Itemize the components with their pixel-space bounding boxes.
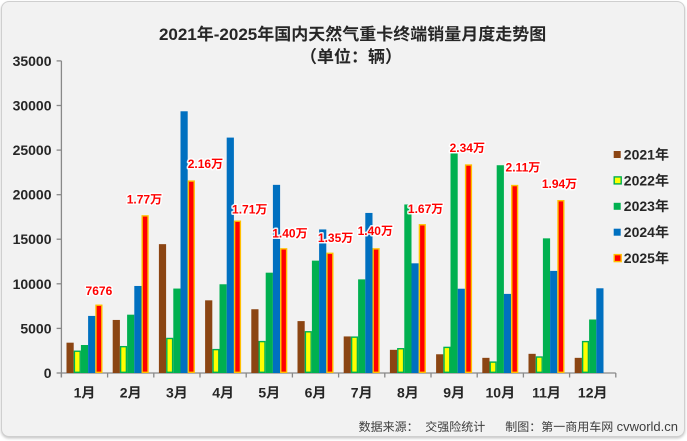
- svg-text:1.77万: 1.77万: [127, 190, 162, 207]
- svg-text:1.71万: 1.71万: [232, 201, 267, 218]
- svg-text:9月: 9月: [443, 382, 465, 402]
- svg-text:1月: 1月: [74, 382, 96, 402]
- svg-text:7676: 7676: [86, 282, 113, 299]
- svg-text:6月: 6月: [305, 382, 327, 402]
- svg-text:2022年: 2022年: [624, 170, 669, 190]
- svg-text:2024年: 2024年: [624, 222, 669, 242]
- svg-text:11月: 11月: [532, 382, 561, 402]
- svg-text:5000: 5000: [20, 318, 51, 338]
- svg-text:（单位：辆）: （单位：辆）: [300, 43, 402, 68]
- svg-text:数据来源： 交强险统计 制图：第一商用车网 cv: 数据来源： 交强险统计 制图：第一商用车网 cvworld.cn: [359, 416, 678, 435]
- svg-text:20000: 20000: [13, 185, 52, 205]
- svg-text:7月: 7月: [351, 382, 373, 402]
- svg-text:4月: 4月: [212, 382, 234, 402]
- svg-text:1.40万: 1.40万: [358, 222, 393, 239]
- svg-text:10月: 10月: [486, 382, 516, 402]
- svg-text:2023年: 2023年: [624, 196, 669, 216]
- svg-text:2.34万: 2.34万: [450, 139, 485, 156]
- svg-text:2021年: 2021年: [624, 144, 669, 164]
- svg-text:8月: 8月: [397, 382, 419, 402]
- svg-text:2月: 2月: [120, 382, 142, 402]
- svg-text:0: 0: [44, 363, 52, 383]
- svg-text:3月: 3月: [166, 382, 188, 402]
- svg-text:5月: 5月: [258, 382, 280, 402]
- svg-text:12月: 12月: [578, 382, 608, 402]
- svg-text:30000: 30000: [13, 96, 52, 116]
- svg-text:35000: 35000: [13, 51, 52, 71]
- svg-text:2021年-2025年国内天然气重卡终端销量月度走势图: 2021年-2025年国内天然气重卡终端销量月度走势图: [159, 20, 546, 45]
- svg-text:25000: 25000: [13, 140, 52, 160]
- svg-text:10000: 10000: [13, 274, 52, 294]
- svg-text:1.40万: 1.40万: [272, 225, 307, 242]
- svg-text:2.16万: 2.16万: [188, 155, 223, 172]
- svg-text:2025年: 2025年: [624, 248, 669, 268]
- svg-text:1.94万: 1.94万: [542, 175, 577, 192]
- svg-text:15000: 15000: [13, 229, 52, 249]
- svg-text:1.35万: 1.35万: [318, 229, 353, 246]
- svg-text:2.11万: 2.11万: [506, 159, 541, 176]
- svg-text:1.67万: 1.67万: [408, 200, 443, 217]
